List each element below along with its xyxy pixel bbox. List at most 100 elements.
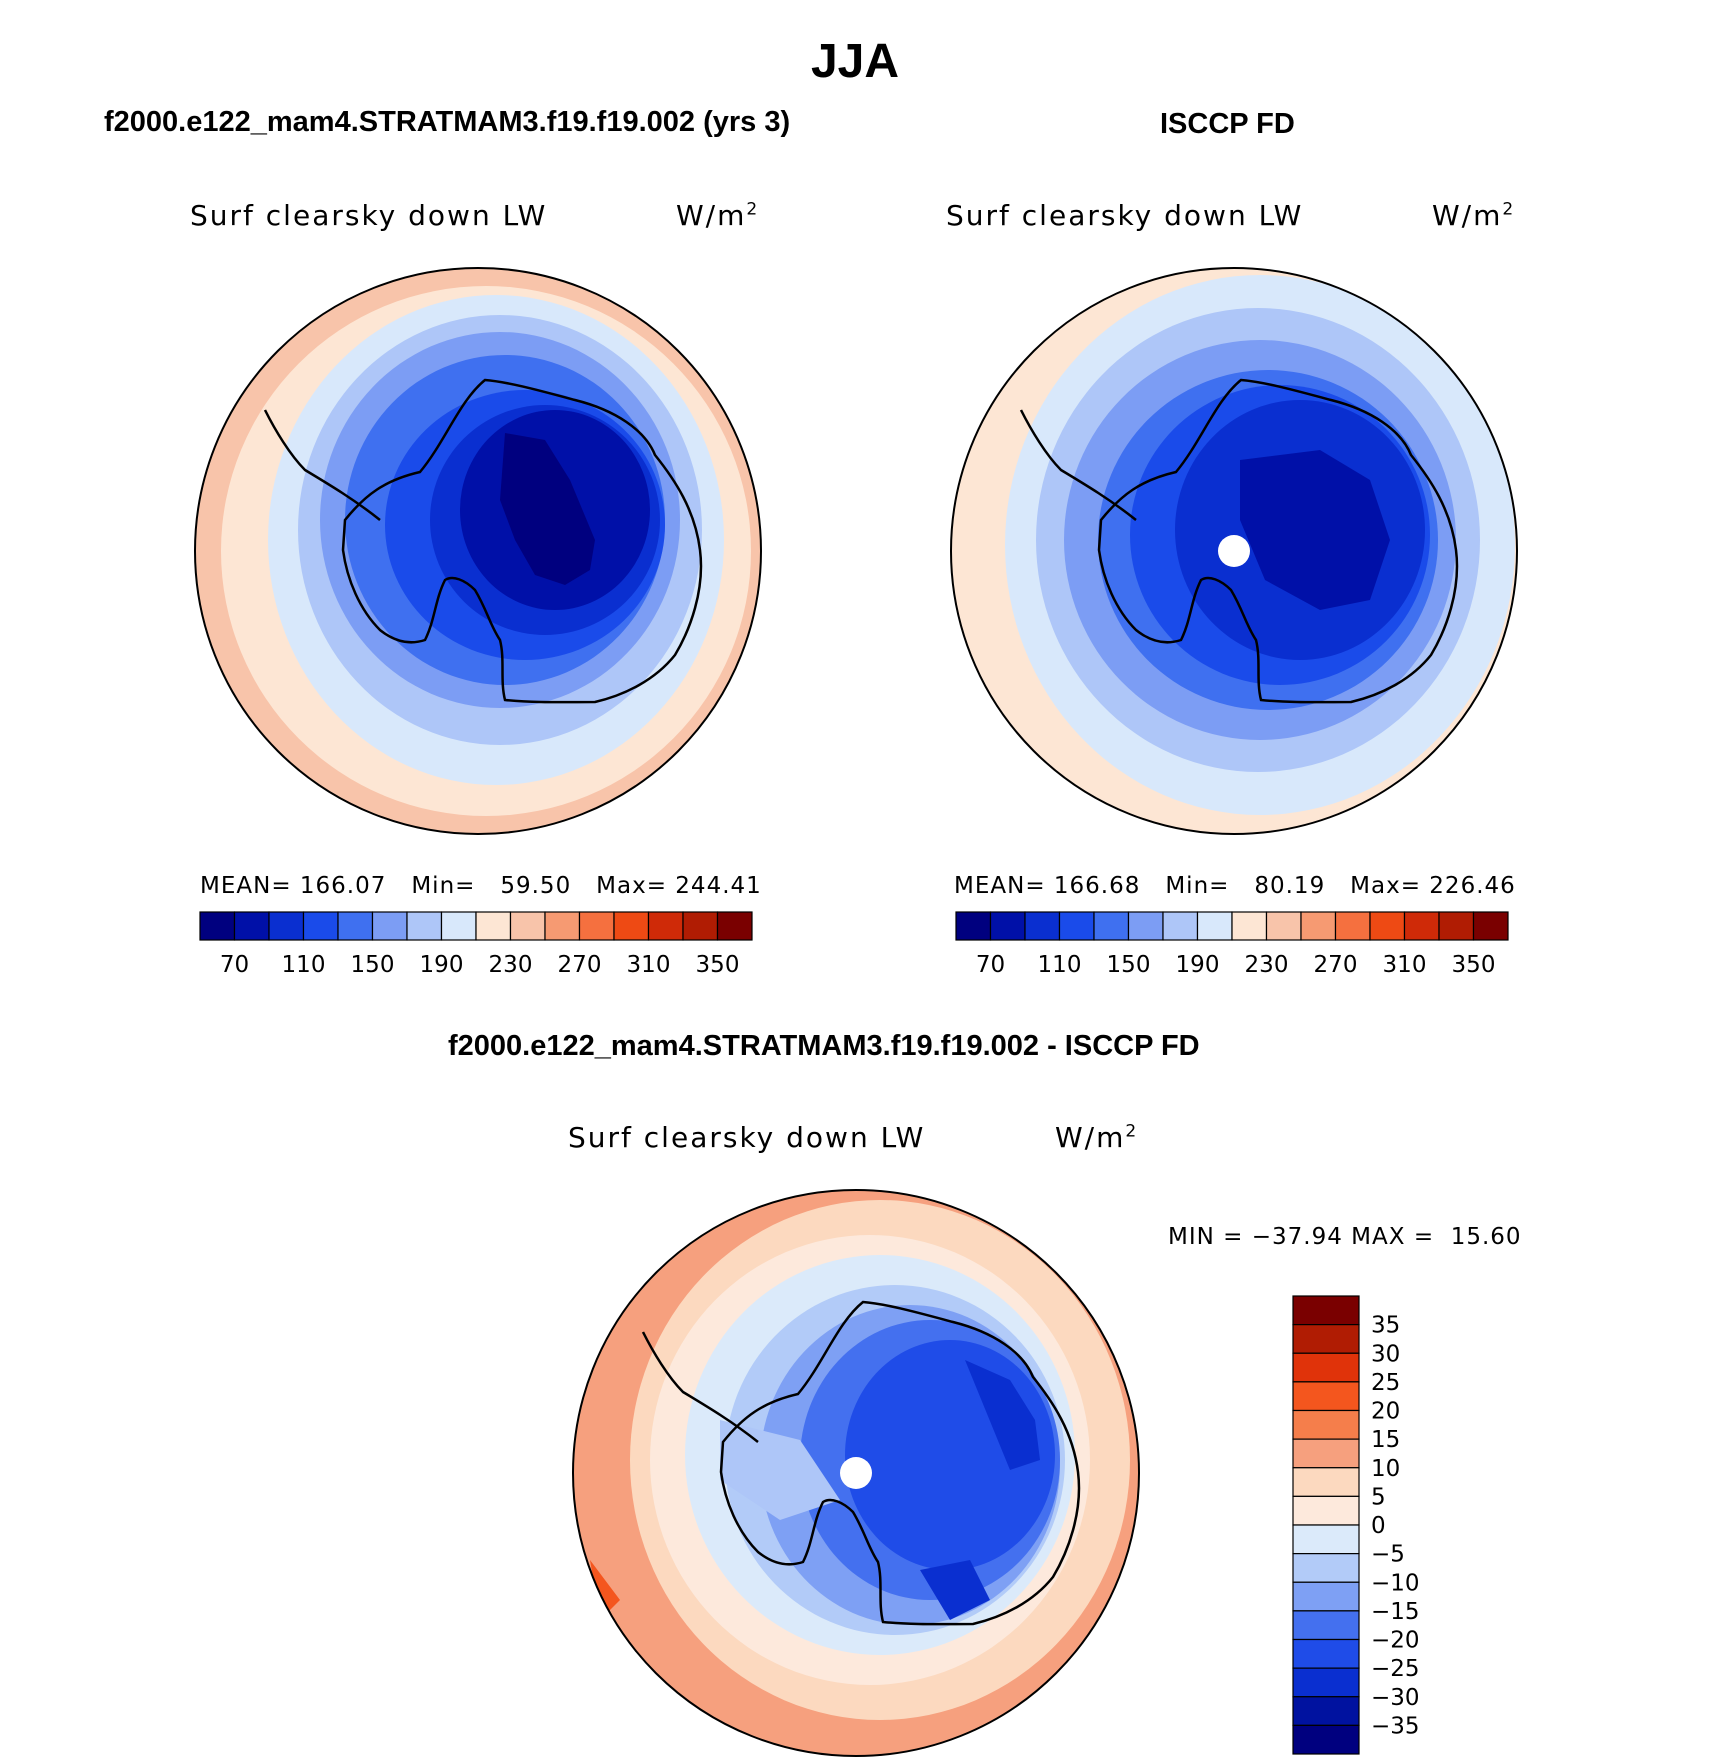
model-colorbar-swatch — [475, 911, 512, 941]
diff-colorbar-tick-label: −30 — [1371, 1685, 1420, 1711]
diff-units-sup: 2 — [1125, 1121, 1139, 1142]
model-colorbar-tick-label: 190 — [420, 952, 464, 978]
model-colorbar-swatch — [682, 911, 719, 941]
diff-colorbar-swatch — [1292, 1524, 1360, 1555]
obs-colorbar-swatch — [1300, 911, 1337, 941]
diff-colorbar-tick-label: −20 — [1371, 1628, 1420, 1654]
obs-min-label: Min= — [1165, 873, 1230, 899]
diff-units-base: W/m — [1055, 1121, 1126, 1154]
model-max-label: Max= — [596, 873, 667, 899]
diff-units-label: W/m2 — [1055, 1121, 1138, 1154]
model-colorbar-tick-label: 310 — [627, 952, 671, 978]
model-colorbar-swatch — [406, 911, 443, 941]
obs-colorbar-tick-label: 150 — [1107, 952, 1151, 978]
obs-colorbar-swatch — [1024, 911, 1061, 941]
diff-variable-label: Surf clearsky down LW — [568, 1121, 926, 1154]
model-colorbar-swatch — [199, 911, 236, 941]
diff-colorbar-tick-label: −35 — [1371, 1713, 1420, 1739]
obs-colorbar-tick-label: 70 — [976, 952, 1005, 978]
obs-colorbar-swatch — [989, 911, 1026, 941]
model-polar-map — [195, 268, 761, 834]
diff-colorbar-tick-label: 35 — [1371, 1313, 1400, 1339]
obs-panel-heading: ISCCP FD — [1160, 108, 1295, 140]
diff-max-value: 15.60 — [1450, 1224, 1522, 1250]
model-min-label: Min= — [411, 873, 476, 899]
model-colorbar-swatch — [337, 911, 374, 941]
model-colorbar-swatch — [440, 911, 477, 941]
obs-colorbar-swatch — [1058, 911, 1095, 941]
model-colorbar-swatch — [647, 911, 684, 941]
figure-title: JJA — [810, 35, 900, 88]
diff-colorbar-tick-label: −5 — [1371, 1542, 1405, 1568]
diff-min-label: MIN = — [1168, 1224, 1244, 1250]
diff-min-value: −37.94 — [1251, 1224, 1343, 1250]
diff-colorbar-tick-label: 25 — [1371, 1370, 1400, 1396]
diff-colorbar-tick-label: 5 — [1371, 1484, 1386, 1510]
diff-colorbar-swatch — [1292, 1696, 1360, 1726]
model-colorbar-swatch — [544, 911, 581, 941]
obs-min-value: 80.19 — [1254, 873, 1326, 899]
model-colorbar-tick-label: 70 — [220, 952, 249, 978]
diff-colorbar-swatch — [1292, 1352, 1360, 1383]
obs-colorbar-tick-label: 190 — [1176, 952, 1220, 978]
model-colorbar: 70 110 150 190 230 270 310 350 — [199, 911, 753, 978]
model-units-label: W/m2 — [676, 199, 759, 232]
obs-colorbar-swatch — [955, 911, 992, 941]
obs-colorbar-swatch — [1369, 911, 1406, 941]
obs-polar-map — [951, 268, 1517, 834]
model-colorbar-tick-label: 110 — [282, 952, 326, 978]
diff-colorbar-tick-label: 30 — [1371, 1341, 1400, 1367]
obs-stats: MEAN= 166.68 Min= 80.19 Max= 226.46 — [954, 873, 1516, 899]
obs-units-sup: 2 — [1502, 199, 1516, 220]
obs-colorbar-tick-label: 310 — [1383, 952, 1427, 978]
diff-colorbar-swatch — [1292, 1467, 1360, 1497]
diff-stats: MIN = −37.94 MAX = 15.60 — [1168, 1224, 1522, 1250]
diff-colorbar-swatch — [1292, 1438, 1360, 1469]
model-colorbar-swatch — [509, 911, 546, 941]
diff-colorbar-tick-label: 0 — [1371, 1513, 1386, 1539]
model-colorbar-swatch — [302, 911, 339, 941]
diff-colorbar-tick-label: −10 — [1371, 1570, 1420, 1596]
obs-max-label: Max= — [1350, 873, 1421, 899]
diff-colorbar-swatch — [1292, 1409, 1360, 1440]
obs-units-base: W/m — [1432, 199, 1503, 232]
obs-colorbar-swatch — [1334, 911, 1371, 941]
diff-colorbar-swatch — [1292, 1295, 1360, 1326]
obs-map-border — [950, 267, 1518, 835]
model-panel-heading: f2000.e122_mam4.STRATMAM3.f19.f19.002 (y… — [104, 106, 791, 138]
model-map-border — [194, 267, 762, 835]
diff-colorbar-swatch — [1292, 1553, 1360, 1583]
obs-max-value: 226.46 — [1429, 873, 1516, 899]
obs-colorbar-swatch — [1438, 911, 1475, 941]
model-stats: MEAN= 166.07 Min= 59.50 Max= 244.41 — [200, 873, 762, 899]
obs-colorbar-swatch — [1265, 911, 1302, 941]
obs-colorbar-tick-label: 270 — [1314, 952, 1358, 978]
diff-panel-heading: f2000.e122_mam4.STRATMAM3.f19.f19.002 - … — [448, 1030, 1200, 1062]
obs-colorbar-swatch — [1231, 911, 1268, 941]
obs-units-label: W/m2 — [1432, 199, 1515, 232]
diff-colorbar-tick-label: 20 — [1371, 1399, 1400, 1425]
diff-colorbar-swatch — [1292, 1381, 1360, 1412]
obs-colorbar-swatch — [1127, 911, 1164, 941]
diff-map-border — [572, 1189, 1140, 1757]
model-colorbar-swatch — [613, 911, 650, 941]
diff-colorbar-swatch — [1292, 1724, 1360, 1755]
obs-colorbar: 70 110 150 190 230 270 310 350 — [955, 911, 1509, 978]
diff-colorbar-swatch — [1292, 1610, 1360, 1641]
diff-colorbar-swatch — [1292, 1495, 1360, 1526]
obs-mean-value: 166.68 — [1053, 873, 1141, 899]
diff-colorbar-swatch — [1292, 1581, 1360, 1612]
model-colorbar-tick-label: 270 — [558, 952, 602, 978]
model-colorbar-swatch — [716, 911, 753, 941]
model-colorbar-tick-label: 350 — [696, 952, 740, 978]
obs-mean-label: MEAN= — [954, 873, 1046, 899]
diff-colorbar-tick-label: 10 — [1371, 1456, 1400, 1482]
model-mean-value: 166.07 — [299, 873, 387, 899]
obs-colorbar-tick-label: 350 — [1452, 952, 1496, 978]
diff-polar-map — [573, 1190, 1139, 1756]
diff-colorbar-swatch — [1292, 1667, 1360, 1698]
model-colorbar-swatch — [371, 911, 408, 941]
obs-colorbar-swatch — [1472, 911, 1509, 941]
diff-colorbar-tick-label: 15 — [1371, 1427, 1400, 1453]
